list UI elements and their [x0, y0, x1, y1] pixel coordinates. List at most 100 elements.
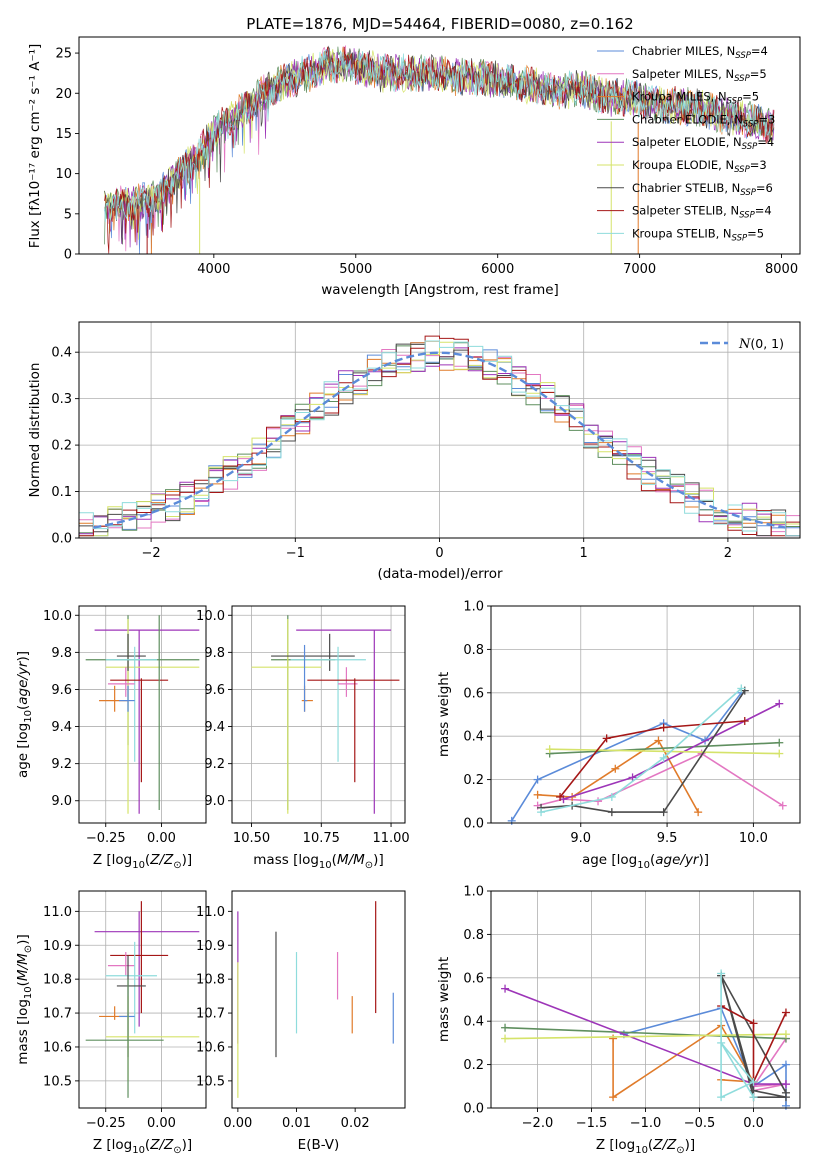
weight_vs_age-y-tick-label: 1.0 — [463, 600, 484, 615]
residuals-y-axis-label: Normed distribution — [27, 363, 43, 498]
spectrum-y-tick-label: 25 — [55, 47, 72, 62]
weight_vs_Z-x-tick-label: −1.0 — [630, 1116, 662, 1131]
weight_vs_age-y-tick-label: 0.4 — [463, 730, 484, 745]
residuals-y-tick-label: 0.3 — [51, 392, 72, 407]
mass_vs_Z-y-tick-label: 10.5 — [43, 1074, 72, 1089]
weight_vs_Z-y-tick-label: 0.0 — [463, 1102, 484, 1117]
age_vs_mass-y-tick-label: 9.0 — [204, 794, 225, 809]
mass-weight-line — [549, 748, 780, 755]
spectrum-y-axis-label: Flux [fλ10⁻¹⁷ erg cm⁻² s⁻¹ A⁻¹] — [27, 44, 43, 249]
legend-entry: Chabrier ELODIE, NSSP=3 — [632, 112, 775, 129]
weight-vs-age-y-axis-label: mass weight — [436, 672, 452, 757]
age_vs_mass-y-tick-label: 9.8 — [204, 646, 225, 661]
spectrum-y-tick-label: 10 — [55, 167, 72, 182]
axes-frame-layer — [75, 36, 801, 1112]
mass_vs_EBV-y-tick-label: 10.8 — [196, 973, 225, 988]
mass_vs_EBV-y-tick-label: 10.5 — [196, 1074, 225, 1089]
text-layer: PLATE=1876, MJD=54464, FIBERID=0080, z=0… — [15, 15, 798, 1156]
age_vs_mass-x-tick-label: 11.00 — [372, 831, 409, 846]
mass_vs_EBV-y-tick-label: 10.7 — [196, 1007, 225, 1022]
age_vs_mass-y-tick-label: 9.4 — [204, 720, 225, 735]
mass-weight-line — [540, 687, 742, 813]
residuals-x-tick-label: −2 — [142, 546, 161, 561]
mass-weight-line — [504, 1033, 787, 1040]
age_vs_mass-y-tick-label: 9.2 — [204, 757, 225, 772]
mass-weight-line — [549, 741, 780, 755]
spectrum-y-tick-label: 15 — [55, 127, 72, 142]
mass_vs_EBV-axes-frame — [231, 890, 406, 1109]
residuals-x-tick-label: 2 — [724, 546, 732, 561]
legend-entry: Salpeter ELODIE, NSSP=4 — [632, 135, 774, 152]
legend-entry: Chabrier STELIB, NSSP=6 — [632, 181, 773, 198]
spectrum-axes-frame — [78, 36, 801, 255]
spectrum-x-tick-label: 8000 — [765, 262, 798, 277]
residuals-x-tick-label: 0 — [435, 546, 443, 561]
mass_vs_EBV-y-tick-label: 11.0 — [196, 905, 225, 920]
age-vs-Z-x-axis-label: Z [log10(Z/Z⊙)] — [93, 852, 192, 871]
mass_vs_EBV-x-tick-label: 0.00 — [223, 1116, 252, 1131]
spectrum-y-tick-label: 5 — [64, 207, 72, 222]
residuals-y-tick-label: 0.0 — [51, 532, 72, 547]
residual-histogram — [78, 335, 800, 538]
mass_vs_EBV-x-tick-label: 0.02 — [341, 1116, 370, 1131]
spectrum-x-tick-label: 4000 — [197, 262, 230, 277]
weight_vs_age-axes-frame — [490, 605, 801, 824]
mass_vs_Z-axes-frame — [78, 890, 207, 1109]
mass_vs_Z-y-tick-label: 10.7 — [43, 1007, 72, 1022]
weight_vs_age-y-tick-label: 0.2 — [463, 773, 484, 788]
legend-entry: Kroupa MILES, NSSP=5 — [632, 90, 759, 107]
mass_vs_EBV-y-tick-label: 10.9 — [196, 939, 225, 954]
age-vs-Z-y-axis-label: age [log10(age/yr)] — [15, 651, 34, 778]
residuals-y-tick-label: 0.1 — [51, 485, 72, 500]
weight_vs_Z-x-tick-label: −1.5 — [576, 1116, 608, 1131]
spectrum-x-tick-label: 6000 — [481, 262, 514, 277]
mass_vs_Z-y-tick-label: 10.9 — [43, 939, 72, 954]
normal-distribution-curve — [93, 351, 786, 529]
age_vs_Z-x-tick-label: 0.00 — [147, 831, 176, 846]
weight-vs-Z-y-axis-label: mass weight — [436, 957, 452, 1042]
weight_vs_Z-x-tick-label: 0.0 — [743, 1116, 764, 1131]
legend-entry: Chabrier MILES, NSSP=4 — [632, 44, 768, 61]
residuals-y-tick-label: 0.2 — [51, 439, 72, 454]
mass_vs_Z-y-tick-label: 10.8 — [43, 973, 72, 988]
legend-entry: Salpeter STELIB, NSSP=4 — [632, 204, 772, 221]
age_vs_mass-y-tick-label: 10.0 — [196, 609, 225, 624]
spectrum-title: PLATE=1876, MJD=54464, FIBERID=0080, z=0… — [246, 15, 633, 33]
residuals-x-axis-label: (data-model)/error — [377, 566, 503, 582]
mass_vs_Z-x-tick-label: −0.25 — [86, 1116, 126, 1131]
mass-weight-line — [720, 975, 787, 1098]
age_vs_mass-axes-frame — [231, 605, 406, 824]
age_vs_Z-axes-frame — [78, 605, 207, 824]
weight_vs_age-x-tick-label: 9.0 — [570, 831, 591, 846]
spectrum-x-tick-label: 7000 — [623, 262, 656, 277]
residual-histogram — [78, 341, 800, 538]
weight-vs-age-x-axis-label: age [log10(age/yr)] — [582, 852, 709, 871]
mass-vs-Z-x-axis-label: Z [log10(Z/Z⊙)] — [93, 1137, 192, 1156]
weight_vs_Z-x-tick-label: −0.5 — [684, 1116, 716, 1131]
weight_vs_age-x-tick-label: 9.5 — [657, 831, 678, 846]
residuals-x-tick-label: −1 — [286, 546, 305, 561]
legend-entry: Kroupa ELODIE, NSSP=3 — [632, 158, 767, 175]
age_vs_Z-y-tick-label: 10.0 — [43, 609, 72, 624]
spectrum-x-axis-label: wavelength [Angstrom, rest frame] — [321, 282, 559, 298]
spectrum-series-line — [104, 49, 775, 223]
legend-layer: Chabrier MILES, NSSP=4 Salpeter MILES, NS… — [597, 44, 784, 352]
mass_vs_EBV-y-tick-label: 10.6 — [196, 1040, 225, 1055]
weight_vs_Z-y-tick-label: 0.2 — [463, 1058, 484, 1073]
residual-histogram — [78, 347, 800, 538]
age_vs_Z-y-tick-label: 9.4 — [51, 720, 72, 735]
mass-vs-EBV-x-axis-label: E(B-V) — [298, 1137, 340, 1153]
weight_vs_age-y-tick-label: 0.0 — [463, 817, 484, 832]
weight_vs_Z-y-tick-label: 0.8 — [463, 928, 484, 943]
residuals-x-tick-label: 1 — [580, 546, 588, 561]
age_vs_Z-y-tick-label: 9.2 — [51, 757, 72, 772]
mass_vs_Z-y-tick-label: 10.6 — [43, 1040, 72, 1055]
legend-entry: Kroupa STELIB, NSSP=5 — [632, 226, 764, 243]
age_vs_mass-x-tick-label: 10.75 — [303, 831, 340, 846]
age_vs_Z-y-tick-label: 9.0 — [51, 794, 72, 809]
residual-histogram — [78, 340, 800, 538]
weight_vs_age-y-tick-label: 0.8 — [463, 643, 484, 658]
age_vs_mass-y-tick-label: 9.6 — [204, 683, 225, 698]
legend-entry: N(0, 1) — [738, 336, 784, 352]
